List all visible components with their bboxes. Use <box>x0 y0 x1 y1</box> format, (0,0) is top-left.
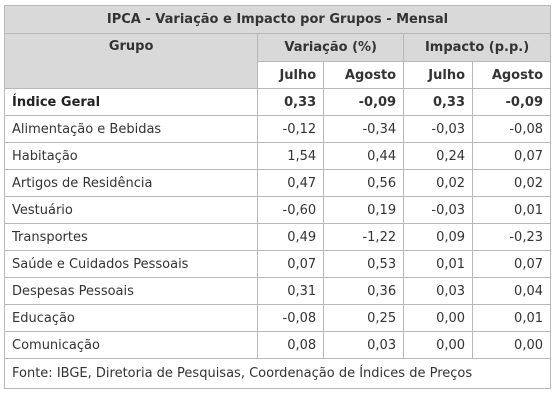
value-cell: 0,08 <box>257 331 325 359</box>
table-body: Índice Geral 0,33 -0,09 0,33 -0,09 Alimentaçã… <box>3 88 551 359</box>
ipca-table-container: IPCA - Variação e Impacto por Grupos - M… <box>3 5 551 389</box>
value-cell: 0,31 <box>257 277 325 305</box>
value-cell: 0,01 <box>403 250 474 278</box>
value-cell: 0,44 <box>323 142 405 170</box>
value-cell: 0,02 <box>403 169 474 197</box>
group-name-cell: Comunicação <box>3 331 259 359</box>
table-title: IPCA - Variação e Impacto por Grupos - M… <box>4 5 551 34</box>
table-month-row: Julho Agosto Julho Agosto <box>5 61 551 89</box>
table-title-row: IPCA - Variação e Impacto por Grupos - M… <box>4 5 551 34</box>
table-row: Educação -0,08 0,25 0,00 0,01 <box>3 304 551 332</box>
value-cell: 1,54 <box>257 142 325 170</box>
group-name-cell: Despesas Pessoais <box>3 277 259 305</box>
value-cell: 0,04 <box>472 277 551 305</box>
value-cell: -0,09 <box>323 88 405 116</box>
value-cell: 0,47 <box>257 169 325 197</box>
value-cell: -0,34 <box>323 115 405 143</box>
value-cell: 0,36 <box>323 277 405 305</box>
value-cell: 0,00 <box>472 331 551 359</box>
table-row: Artigos de Residência 0,47 0,56 0,02 0,02 <box>3 169 551 197</box>
table-row: Alimentação e Bebidas -0,12 -0,34 -0,03 -0,0… <box>3 115 551 143</box>
value-cell: -0,03 <box>403 115 474 143</box>
value-cell: 0,33 <box>403 88 474 116</box>
group-name-cell: Saúde e Cuidados Pessoais <box>3 250 259 278</box>
value-cell: -0,09 <box>472 88 551 116</box>
group-name-cell: Índice Geral <box>3 88 259 116</box>
table-row: Habitação 1,54 0,44 0,24 0,07 <box>3 142 551 170</box>
value-cell: -0,08 <box>257 304 325 332</box>
impact-header: Impacto (p.p.) <box>403 33 551 62</box>
value-cell: -0,23 <box>472 223 551 251</box>
value-cell: 0,33 <box>257 88 325 116</box>
group-name-cell: Artigos de Residência <box>3 169 259 197</box>
value-cell: -0,08 <box>472 115 551 143</box>
table-header-row: Grupo Variação (%) Impacto (p.p.) <box>3 33 551 89</box>
value-cell: 0,00 <box>403 304 474 332</box>
month-header-impact-july: Julho <box>403 61 474 89</box>
value-cell: 0,09 <box>403 223 474 251</box>
group-header: Grupo <box>3 33 259 89</box>
group-name-cell: Transportes <box>3 223 259 251</box>
month-header-variation-august: Agosto <box>323 61 405 89</box>
value-cell: -0,60 <box>257 196 325 224</box>
value-cell: 0,07 <box>472 250 551 278</box>
value-cell: 0,07 <box>257 250 325 278</box>
source-note: Fonte: IBGE, Diretoria de Pesquisas, Coo… <box>4 358 551 389</box>
value-cell: -1,22 <box>323 223 405 251</box>
variation-header: Variação (%) <box>257 33 405 62</box>
value-cell: -0,12 <box>257 115 325 143</box>
value-cell: -0,03 <box>403 196 474 224</box>
value-cell: 0,02 <box>472 169 551 197</box>
table-row: Comunicação 0,08 0,03 0,00 0,00 <box>3 331 551 359</box>
table-footer-row: Fonte: IBGE, Diretoria de Pesquisas, Coo… <box>4 358 551 389</box>
value-cell: 0,56 <box>323 169 405 197</box>
group-name-cell: Educação <box>3 304 259 332</box>
month-header-variation-july: Julho <box>257 61 325 89</box>
table-row: Despesas Pessoais 0,31 0,36 0,03 0,04 <box>3 277 551 305</box>
ipca-table: IPCA - Variação e Impacto por Grupos - M… <box>3 5 551 389</box>
group-name-cell: Vestuário <box>3 196 259 224</box>
value-cell: 0,49 <box>257 223 325 251</box>
value-cell: 0,25 <box>323 304 405 332</box>
value-cell: 0,07 <box>472 142 551 170</box>
month-header-impact-august: Agosto <box>472 61 551 89</box>
value-cell: 0,03 <box>323 331 405 359</box>
table-row: Índice Geral 0,33 -0,09 0,33 -0,09 <box>3 88 551 116</box>
value-cell: 0,53 <box>323 250 405 278</box>
value-cell: 0,03 <box>403 277 474 305</box>
table-row: Saúde e Cuidados Pessoais 0,07 0,53 0,01 0,0… <box>3 250 551 278</box>
value-cell: 0,01 <box>472 196 551 224</box>
value-cell: 0,19 <box>323 196 405 224</box>
value-cell: 0,01 <box>472 304 551 332</box>
value-cell: 0,24 <box>403 142 474 170</box>
table-row: Transportes 0,49 -1,22 0,09 -0,23 <box>3 223 551 251</box>
group-name-cell: Habitação <box>3 142 259 170</box>
value-cell: 0,00 <box>403 331 474 359</box>
table-row: Vestuário -0,60 0,19 -0,03 0,01 <box>3 196 551 224</box>
group-name-cell: Alimentação e Bebidas <box>3 115 259 143</box>
